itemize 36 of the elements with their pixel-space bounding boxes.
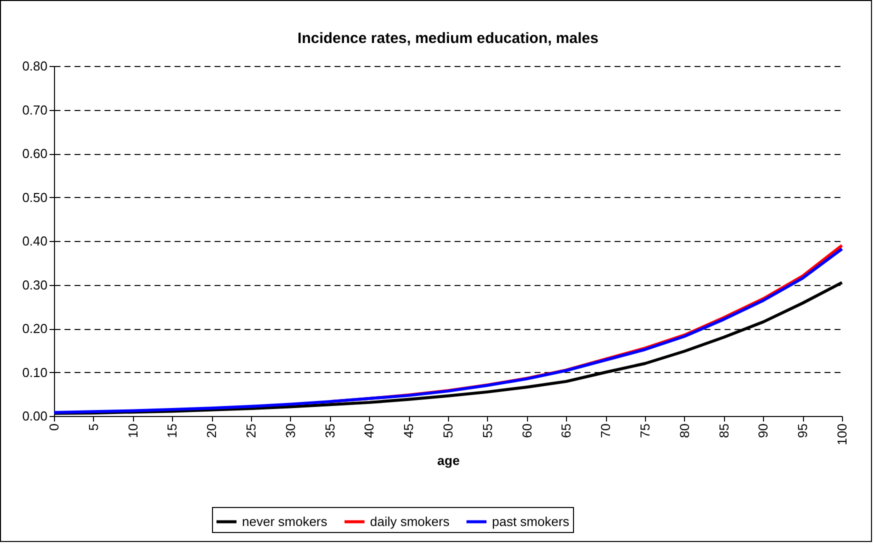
x-tick-label: 95 [795, 424, 810, 438]
y-tick-label: 0.40 [22, 234, 48, 248]
y-tick-label: 0.80 [22, 58, 48, 74]
x-tick-label: 80 [676, 424, 692, 438]
legend-label: past smokers [492, 514, 570, 529]
x-tick-label: 65 [558, 424, 574, 438]
x-tick-label: 100 [834, 424, 850, 446]
x-tick-label: 15 [164, 424, 180, 438]
y-tick-label: 0.20 [22, 321, 48, 336]
x-tick-label: 85 [716, 424, 732, 438]
x-tick-label: 25 [244, 424, 258, 438]
x-tick-label: 70 [598, 424, 614, 438]
x-axis-title: age [437, 453, 460, 468]
x-tick-label: 90 [756, 424, 771, 438]
line-series [52, 247, 844, 414]
x-tick-label: 35 [322, 424, 338, 438]
y-tick-label: 0.70 [22, 102, 48, 118]
x-tick-label: 45 [401, 424, 416, 438]
x-tick-label: 40 [362, 424, 377, 438]
x-tick-label: 55 [480, 424, 495, 438]
legend-label: daily smokers [370, 514, 450, 529]
x-tick-label: 10 [125, 424, 140, 438]
x-tick-label: 75 [638, 424, 652, 438]
legend-label: never smokers [242, 514, 328, 529]
x-tick-label: 30 [282, 424, 298, 438]
x-tick-label: 50 [440, 424, 456, 438]
y-tick-label: 0.10 [22, 364, 48, 380]
x-tick-label: 0 [46, 424, 62, 431]
y-tick-label: 0.50 [22, 190, 48, 205]
y-tick-label: 0.00 [22, 408, 48, 424]
y-tick-label: 0.60 [22, 146, 48, 161]
chart-title: Incidence rates, medium education, males [298, 30, 598, 47]
y-tick-label: 0.30 [22, 277, 48, 292]
x-tick-label: 5 [86, 424, 101, 431]
x-tick-label: 60 [519, 424, 534, 438]
x-tick-label: 20 [204, 424, 220, 438]
